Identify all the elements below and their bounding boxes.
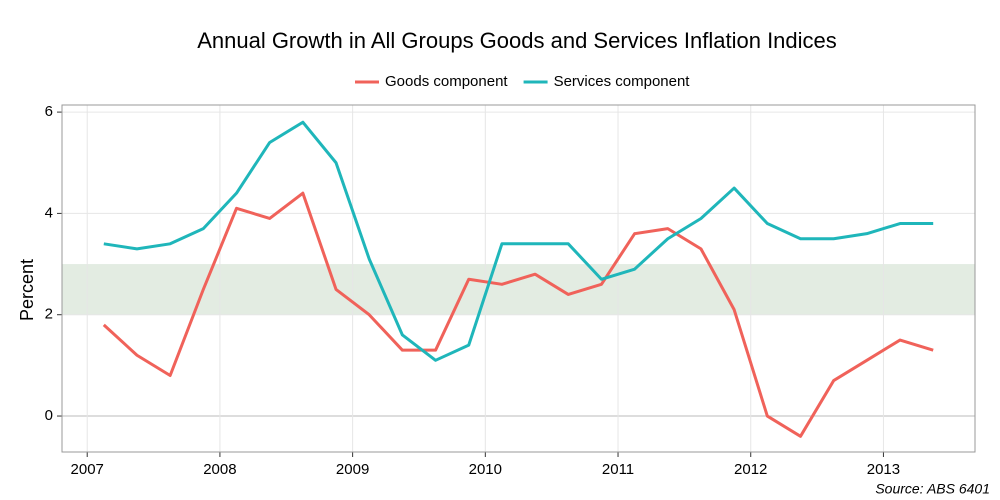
x-tick-label: 2013 bbox=[867, 461, 900, 478]
plot-border bbox=[61, 104, 976, 453]
y-tick-label: 0 bbox=[45, 407, 53, 424]
target-band bbox=[62, 264, 975, 315]
legend-label: Goods component bbox=[385, 73, 508, 90]
legend-label: Services component bbox=[554, 73, 691, 90]
y-tick-label: 2 bbox=[45, 306, 53, 323]
x-tick-label: 2012 bbox=[734, 461, 767, 478]
x-tick-label: 2008 bbox=[203, 461, 236, 478]
y-tick-label: 4 bbox=[45, 204, 53, 221]
x-tick-label: 2007 bbox=[71, 461, 104, 478]
x-tick-label: 2011 bbox=[602, 461, 634, 478]
y-axis-label: Percent bbox=[17, 259, 37, 321]
x-tick-label: 2010 bbox=[469, 461, 502, 478]
y-tick-label: 6 bbox=[45, 103, 53, 120]
series-line bbox=[103, 120, 934, 362]
caption: Source: ABS 6401 bbox=[875, 481, 990, 497]
series-line bbox=[102, 191, 934, 438]
x-tick-label: 2009 bbox=[336, 461, 369, 478]
chart-title: Annual Growth in All Groups Goods and Se… bbox=[197, 28, 837, 53]
